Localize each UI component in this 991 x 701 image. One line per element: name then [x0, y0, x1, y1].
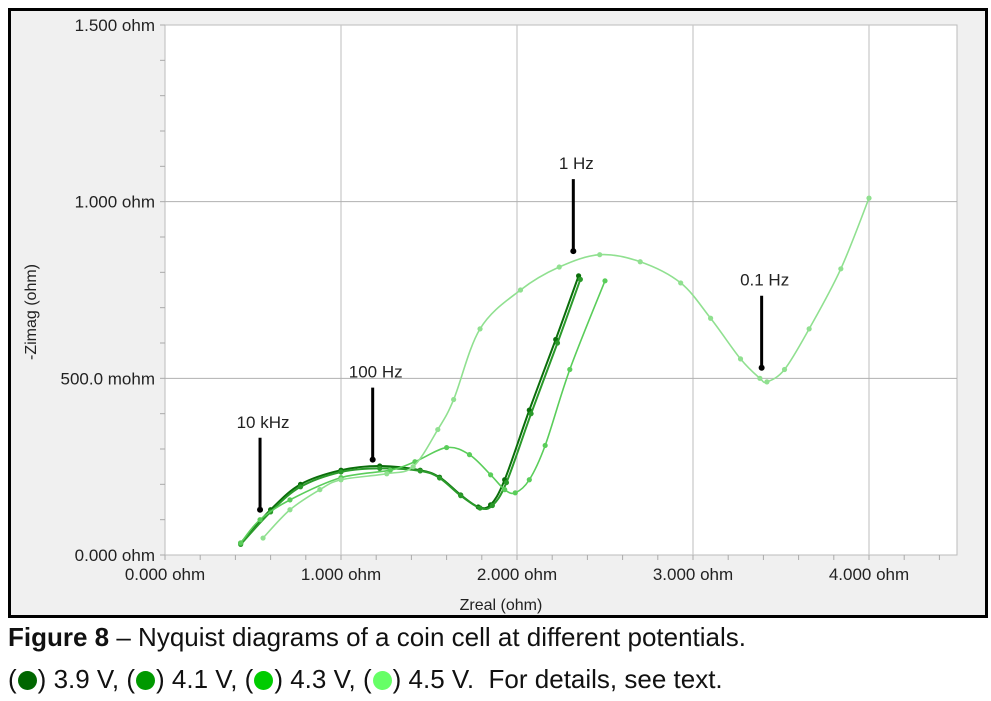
data-point [502, 487, 508, 493]
data-point [866, 195, 872, 201]
data-point [567, 366, 573, 373]
data-point [436, 475, 443, 481]
x-tick-label: 3.000 ohm [653, 565, 733, 584]
data-point [556, 264, 562, 270]
data-point [488, 472, 494, 478]
data-point [287, 497, 293, 503]
data-point [602, 278, 608, 284]
data-point [451, 396, 457, 403]
data-point [317, 487, 323, 493]
data-point [764, 379, 770, 385]
data-point [637, 259, 643, 265]
x-tick-label: 4.000 ohm [829, 565, 909, 584]
y-tick-label: 1.500 ohm [75, 16, 155, 35]
legend-dot-4.3v [254, 671, 274, 690]
data-point [577, 276, 583, 282]
caption-text: – Nyquist diagrams of a coin cell at dif… [109, 622, 747, 652]
data-point [260, 535, 266, 541]
legend-label: 4.3 V, [290, 664, 356, 694]
caption-details: For details, see text. [488, 664, 723, 694]
y-axis-title: -Zimag (ohm) [23, 264, 40, 360]
legend-label: 4.1 V, [171, 664, 238, 694]
series-line-4.5v [262, 197, 870, 539]
y-tick-label: 0.000 ohm [75, 546, 155, 565]
data-point [444, 444, 450, 451]
data-point [737, 356, 744, 362]
annotation-label: 10 kHz [237, 413, 290, 432]
data-point [517, 287, 524, 293]
data-point [377, 465, 383, 472]
data-point [503, 479, 510, 486]
x-tick-label: 1.000 ohm [301, 565, 381, 584]
data-point [238, 540, 244, 546]
data-point [708, 315, 714, 321]
annotation-label: 1 Hz [559, 154, 594, 173]
data-point [781, 366, 788, 373]
data-point [297, 484, 304, 490]
x-tick-label: 0.000 ohm [125, 565, 205, 584]
data-point [512, 490, 518, 496]
annotation-point [257, 506, 264, 513]
data-point [477, 505, 483, 511]
data-point [542, 442, 548, 449]
annotation-point [570, 248, 577, 255]
data-point [489, 502, 495, 509]
data-point [757, 375, 763, 381]
annotation-label: 0.1 Hz [740, 271, 789, 290]
y-tick-label: 500.0 mohm [61, 369, 156, 388]
plot-area [164, 24, 958, 556]
annotation-point [369, 456, 376, 463]
figure-caption: Figure 8 – Nyquist diagrams of a coin ce… [8, 622, 746, 653]
annotation-label: 100 Hz [349, 363, 403, 382]
data-point [554, 340, 561, 346]
data-point [338, 469, 344, 475]
data-point [838, 266, 844, 272]
data-point [435, 426, 441, 433]
annotation-point [758, 364, 765, 371]
data-point [257, 517, 263, 523]
caption-legend: () 3.9 V, () 4.1 V, () 4.3 V, () 4.5 V. … [8, 664, 723, 694]
y-tick-label: 1.000 ohm [75, 193, 155, 212]
data-point [287, 507, 293, 513]
x-tick-label: 2.000 ohm [477, 565, 557, 584]
data-point [477, 326, 483, 332]
legend-dot-4.5v [372, 671, 392, 690]
figure-label: Figure 8 [8, 622, 110, 652]
nyquist-chart: 0.000 ohm 1.000 ohm 2.000 ohm 3.000 ohm 4.00… [23, 16, 958, 614]
x-axis-title: Zreal (ohm) [460, 597, 543, 614]
data-point [338, 477, 344, 483]
legend-dot-3.9v [17, 671, 37, 690]
data-point [528, 411, 534, 417]
legend-label: 3.9 V, [53, 664, 120, 694]
legend-label: 4.5 V. [408, 664, 475, 694]
data-point [458, 493, 464, 499]
data-point [466, 452, 473, 458]
data-point [384, 471, 390, 477]
data-point [417, 468, 423, 474]
legend-dot-4.1v [136, 671, 155, 690]
data-point [806, 326, 812, 332]
data-point [387, 467, 393, 473]
data-point [678, 280, 684, 286]
data-point [410, 464, 416, 470]
data-point [526, 477, 532, 483]
data-point [597, 252, 603, 258]
